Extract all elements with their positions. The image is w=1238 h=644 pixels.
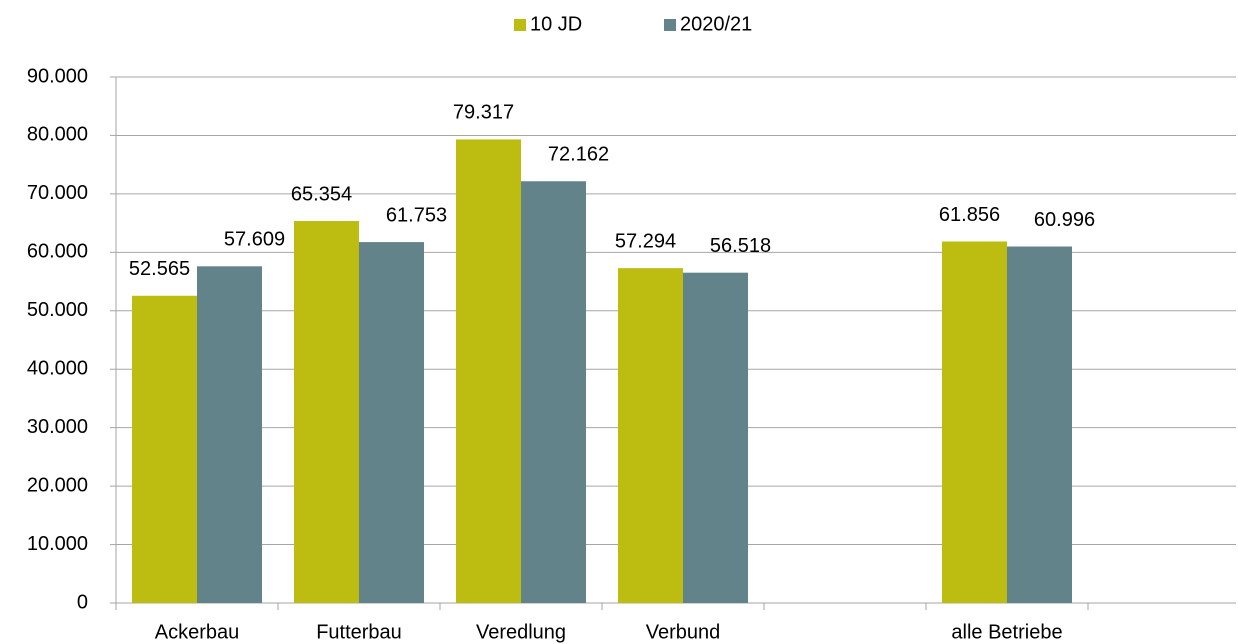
bar: [683, 272, 748, 603]
x-tick-label: Verbund: [646, 621, 721, 643]
bar: [197, 266, 262, 603]
x-tick-label: Veredlung: [476, 621, 566, 643]
y-tick-label: 0: [77, 591, 88, 613]
data-label: 56.518: [710, 235, 771, 257]
data-label: 57.609: [224, 229, 285, 251]
y-tick-label: 90.000: [27, 65, 88, 87]
data-label: 60.996: [1034, 209, 1095, 231]
bar: [521, 181, 586, 603]
data-label: 65.354: [291, 183, 352, 205]
x-tick-label: Ackerbau: [155, 621, 240, 643]
y-tick-label: 70.000: [27, 182, 88, 204]
y-tick-label: 20.000: [27, 474, 88, 496]
bar: [359, 242, 424, 604]
legend-swatch: [664, 19, 676, 31]
data-label: 72.162: [548, 144, 609, 166]
x-tick-label: Futterbau: [316, 621, 402, 643]
data-label: 79.317: [453, 102, 514, 124]
bar: [942, 241, 1007, 604]
data-label: 57.294: [615, 230, 676, 252]
bar: [618, 268, 683, 603]
data-label: 52.565: [129, 258, 190, 280]
y-tick-label: 80.000: [27, 124, 88, 146]
data-label: 61.856: [939, 204, 1000, 226]
y-tick-label: 10.000: [27, 533, 88, 555]
y-tick-label: 30.000: [27, 416, 88, 438]
y-tick-label: 60.000: [27, 241, 88, 263]
legend-label: 10 JD: [530, 13, 582, 35]
y-tick-label: 50.000: [27, 299, 88, 321]
y-tick-label: 40.000: [27, 358, 88, 380]
bar: [1007, 246, 1072, 603]
legend-label: 2020/21: [680, 13, 752, 35]
legend-swatch: [514, 19, 526, 31]
data-label: 61.753: [386, 204, 447, 226]
bar: [456, 139, 521, 603]
bar: [132, 295, 197, 603]
x-tick-label: alle Betriebe: [951, 621, 1062, 643]
bar: [294, 221, 359, 603]
